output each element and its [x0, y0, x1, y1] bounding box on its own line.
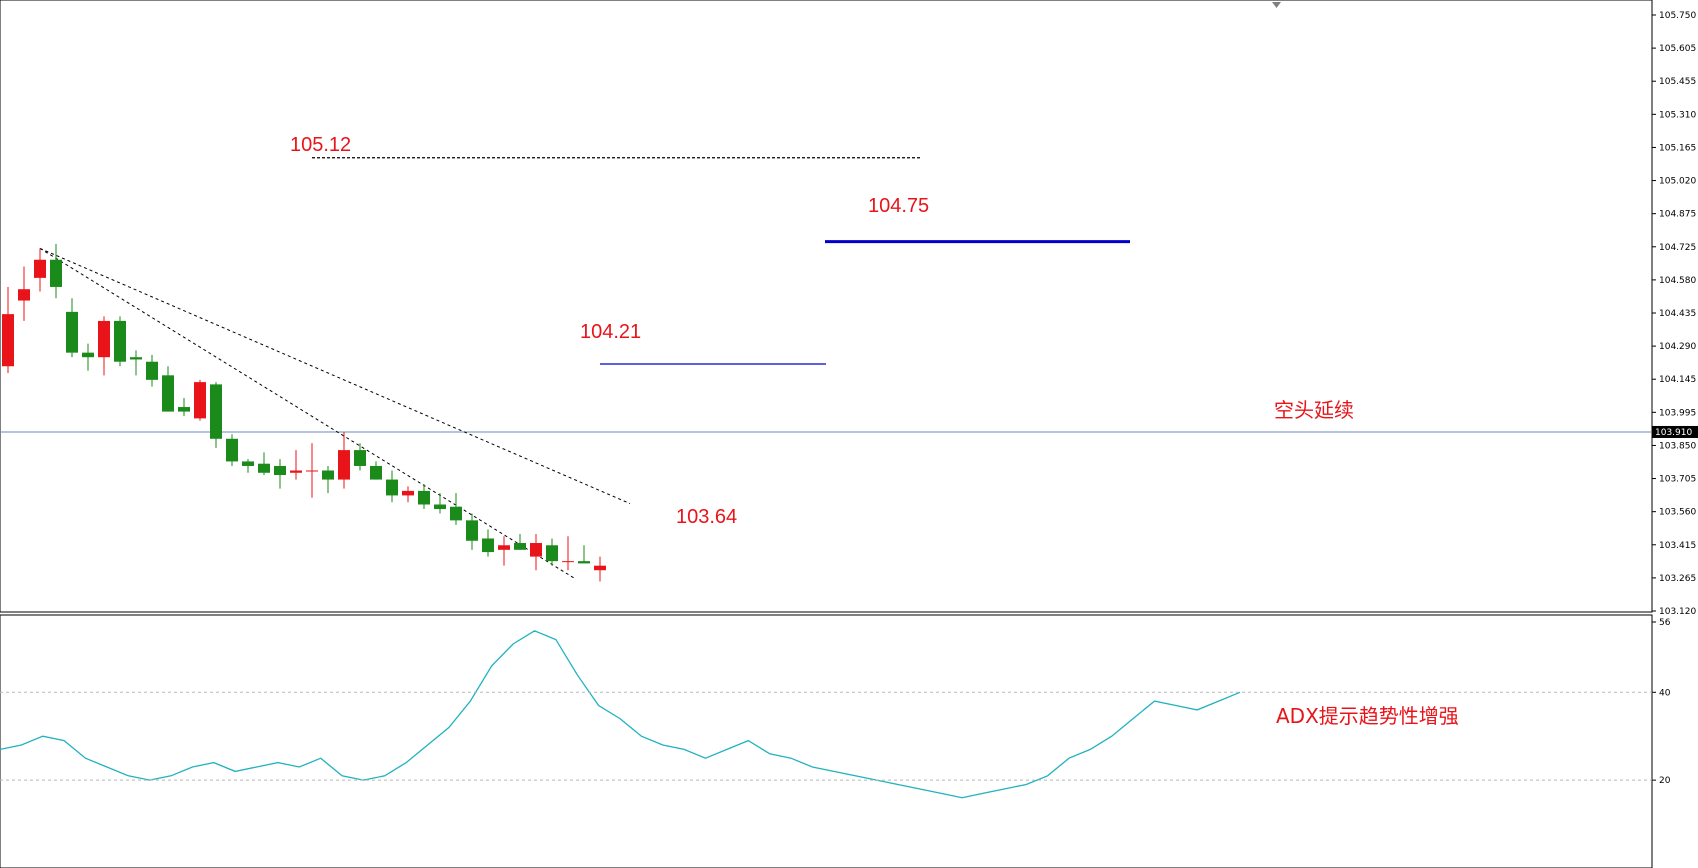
annotation-105-12: 105.12: [290, 134, 351, 156]
candle-body: [450, 506, 462, 521]
candle-body: [98, 320, 110, 358]
candle-body: [338, 450, 350, 480]
trend-line-upper: [39, 247, 631, 505]
price-tick-label: 105.750: [1659, 11, 1696, 21]
price-tick-label: 103.560: [1659, 508, 1696, 518]
price-tick-label: 103.705: [1659, 475, 1696, 485]
adx-line: [0, 630, 1241, 799]
scroll-marker-icon: [1272, 2, 1281, 8]
price-tick-label: 104.435: [1659, 309, 1696, 319]
adx-tick-label: 20: [1659, 776, 1671, 786]
candle-body: [498, 545, 510, 550]
price-tick-label: 105.310: [1659, 110, 1696, 120]
trend-lines: [39, 247, 631, 580]
price-axis: 105.750 105.605 105.455 105.310 105.165 105.0…: [1652, 11, 1698, 617]
candle-body: [306, 470, 318, 472]
candle-body: [466, 520, 478, 541]
current-price-label: 103.910: [1655, 428, 1692, 438]
candle-body: [530, 543, 542, 557]
candle-body: [290, 470, 302, 473]
price-tick-label: 104.725: [1659, 243, 1696, 253]
price-tick-label: 105.020: [1659, 177, 1696, 187]
candles: [2, 243, 606, 582]
candle-body: [178, 407, 190, 412]
candle-body: [322, 470, 334, 480]
adx-tick-label: 40: [1659, 688, 1671, 698]
price-tick-label: 104.290: [1659, 342, 1696, 352]
candle-body: [18, 289, 30, 301]
candle-body: [418, 490, 430, 505]
price-tick-label: 105.605: [1659, 44, 1696, 54]
candle-body: [226, 438, 238, 462]
annotation-104-75: 104.75: [868, 195, 929, 217]
annotation-104-21: 104.21: [580, 321, 641, 343]
candle-body: [50, 259, 62, 287]
candle-body: [130, 357, 142, 360]
candle-body: [562, 561, 574, 563]
price-tick-label: 104.145: [1659, 375, 1696, 385]
adx-panel: [0, 614, 1653, 868]
current-price-box: [1652, 425, 1698, 438]
candle-body: [194, 382, 206, 419]
candle-body: [34, 259, 46, 278]
candle-body: [2, 314, 14, 367]
candle-body: [82, 352, 94, 358]
candle-body: [402, 490, 414, 496]
price-tick-label: 105.455: [1659, 77, 1696, 87]
candle-body: [114, 320, 126, 362]
price-tick-label: 103.265: [1659, 574, 1696, 584]
price-tick-label: 104.580: [1659, 276, 1696, 286]
candle-body: [386, 479, 398, 496]
candle-body: [482, 538, 494, 553]
annotation-adx: ADX提示趋势性增强: [1276, 704, 1459, 728]
price-tick-label: 104.875: [1659, 210, 1696, 220]
candle-body: [594, 565, 606, 571]
adx-axis: 56 40 20: [0, 618, 1671, 786]
price-tick-label: 103.415: [1659, 541, 1696, 551]
adx-series-line: [0, 630, 1241, 799]
candle-body: [434, 504, 446, 510]
price-panel: [0, 0, 1653, 613]
annotation-103-64: 103.64: [676, 506, 737, 528]
candle-body: [370, 465, 382, 480]
price-tick-label: 103.120: [1659, 607, 1696, 617]
candle-body: [274, 465, 286, 476]
candle-body: [162, 375, 174, 412]
candle-body: [210, 384, 222, 439]
price-tick-label: 103.850: [1659, 441, 1696, 451]
candle-body: [66, 311, 78, 353]
annotation-bear-continue: 空头延续: [1274, 398, 1354, 422]
candle-body: [146, 361, 158, 380]
price-tick-label: 103.995: [1659, 408, 1696, 418]
adx-tick-label: 56: [1659, 618, 1671, 628]
candle-body: [258, 463, 270, 473]
price-tick-label: 105.165: [1659, 143, 1696, 153]
candle-body: [242, 461, 254, 466]
candle-body: [354, 450, 366, 466]
trend-line-lower: [39, 247, 576, 580]
candle-body: [546, 545, 558, 562]
candle-body: [578, 561, 590, 564]
candle-body: [514, 543, 526, 550]
horizontal-levels: [312, 157, 1130, 365]
